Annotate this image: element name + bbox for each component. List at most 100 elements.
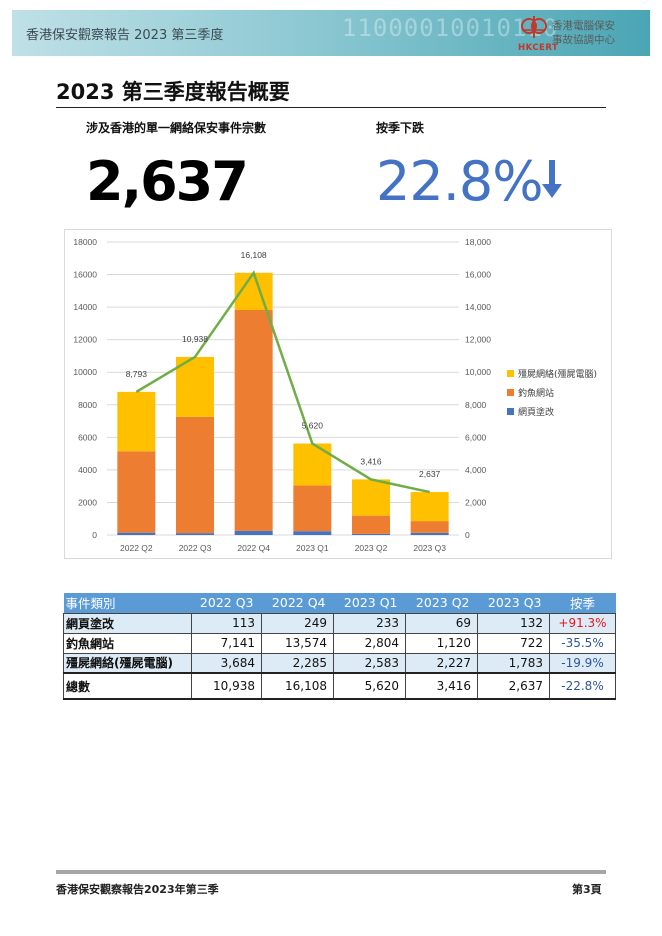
header-col-3: 2023 Q1 (333, 593, 406, 613)
change-label: 按季下跌 (376, 121, 425, 135)
x-tick-label: 2022 Q3 (179, 543, 212, 553)
table-cell: 10,938 (191, 672, 262, 700)
row-change: -19.9% (549, 652, 616, 674)
total-line (135, 270, 430, 494)
bar-segment (176, 416, 214, 534)
bar-segment (352, 479, 390, 516)
incident-count-label: 涉及香港的單一網絡保安事件宗數 (86, 121, 267, 135)
page-title: 2023 第三季度報告概要 (56, 80, 290, 104)
logo-text: 香港電腦保安 事故協調中心 (552, 19, 615, 47)
row-category: 釣魚網站 (63, 632, 192, 654)
bar-segment (352, 515, 390, 534)
bar-segment (176, 356, 214, 417)
bar-segment (293, 485, 332, 532)
table-cell: 2,637 (477, 672, 550, 700)
header-col-5: 2023 Q3 (477, 593, 550, 613)
y-tick-left: 16000 (73, 270, 97, 280)
bar-segment (410, 492, 449, 522)
change-value: 22.8% (376, 150, 544, 213)
bar-segment (234, 309, 273, 531)
table-header-row: 事件類別 2022 Q3 2022 Q4 2023 Q1 2023 Q2 202… (63, 593, 616, 613)
table-row: 網頁塗改 113 249 233 69 132 +91.3% (63, 612, 616, 634)
y-tick-left: 10000 (73, 367, 97, 377)
total-data-label: 3,416 (360, 456, 382, 466)
table-cell: 2,227 (405, 652, 478, 674)
legend-label: 釣魚網站 (518, 387, 554, 399)
bar-segment (234, 530, 273, 535)
total-data-label: 2,637 (419, 469, 441, 479)
x-tick-label: 2023 Q3 (413, 543, 446, 553)
logo-abbr: HKCERT (518, 43, 559, 53)
table-cell: 722 (477, 632, 550, 654)
table-cell: 2,804 (333, 632, 406, 654)
y-tick-left: 18000 (73, 237, 97, 247)
header-banner: 香港保安觀察報告 2023 第三季度 11000010010110 香港電腦保安… (12, 10, 650, 56)
total-change: -22.8% (549, 672, 616, 700)
arrow-down-icon (542, 160, 562, 198)
bar-segment (117, 532, 156, 535)
table-cell: 113 (191, 612, 262, 634)
y-tick-right: 12,000 (465, 335, 491, 345)
bar-segment (352, 533, 390, 535)
header-title: 香港保安觀察報告 2023 第三季度 (26, 28, 224, 43)
total-label: 總數 (63, 672, 192, 700)
y-tick-right: 6,000 (465, 432, 487, 442)
table-total-row: 總數 10,938 16,108 5,620 3,416 2,637 -22.8… (63, 672, 616, 700)
total-data-label: 10,938 (182, 334, 208, 344)
footer-divider (56, 870, 606, 874)
table-cell: 1,120 (405, 632, 478, 654)
table-row: 釣魚網站 7,141 13,574 2,804 1,120 722 -35.5% (63, 632, 616, 654)
table-cell: 3,416 (405, 672, 478, 700)
legend-swatch (507, 370, 514, 377)
table-cell: 2,285 (261, 652, 334, 674)
hkcert-logo: 香港電腦保安 事故協調中心 HKCERT (518, 14, 646, 54)
total-data-label: 16,108 (241, 250, 267, 260)
title-divider (56, 107, 606, 108)
y-tick-left: 12000 (73, 335, 97, 345)
legend-swatch (507, 408, 514, 415)
header-col-1: 2022 Q3 (191, 593, 262, 613)
total-data-label: 8,793 (126, 369, 148, 379)
y-tick-left: 8000 (78, 400, 97, 410)
y-tick-left: 6000 (78, 432, 97, 442)
incident-table: 事件類別 2022 Q3 2022 Q4 2023 Q1 2023 Q2 202… (63, 593, 616, 700)
table-cell: 3,684 (191, 652, 262, 674)
row-change: -35.5% (549, 632, 616, 654)
bar-segment (117, 451, 156, 533)
row-category: 殭屍網絡(殭屍電腦) (63, 652, 192, 674)
table-cell: 249 (261, 612, 334, 634)
y-tick-left: 0 (92, 530, 97, 540)
bar-segment (293, 443, 332, 486)
table-cell: 69 (405, 612, 478, 634)
bar-segment (410, 521, 449, 533)
legend-label: 殭屍網絡(殭屍電腦) (518, 368, 597, 380)
y-tick-right: 2,000 (465, 497, 487, 507)
legend-swatch (507, 389, 514, 396)
table-row: 殭屍網絡(殭屍電腦) 3,684 2,285 2,583 2,227 1,783… (63, 652, 616, 674)
x-tick-label: 2023 Q2 (355, 543, 388, 553)
incident-chart: 0 0 2000 2,000 4000 4,000 6000 6,000 8000 8,000 10… (64, 229, 612, 559)
table-cell: 233 (333, 612, 406, 634)
table-cell: 7,141 (191, 632, 262, 654)
x-tick-label: 2023 Q1 (296, 543, 329, 553)
y-tick-right: 0 (465, 530, 470, 540)
y-tick-left: 14000 (73, 302, 97, 312)
row-category: 網頁塗改 (63, 612, 192, 634)
y-tick-right: 16,000 (465, 270, 491, 280)
y-tick-left: 4000 (78, 465, 97, 475)
footer-title: 香港保安觀察報告2023年第三季 (56, 883, 219, 896)
x-tick-label: 2022 Q2 (120, 543, 153, 553)
table-cell: 132 (477, 612, 550, 634)
page-number: 第3頁 (572, 883, 602, 896)
x-tick-label: 2022 Q4 (237, 543, 270, 553)
row-change: +91.3% (549, 612, 616, 634)
table-cell: 2,583 (333, 652, 406, 674)
bar-segment (410, 532, 449, 535)
table-cell: 1,783 (477, 652, 550, 674)
y-tick-right: 10,000 (465, 367, 491, 377)
bar-segment (293, 531, 332, 535)
header-col-4: 2023 Q2 (405, 593, 478, 613)
total-data-label: 5,620 (302, 421, 324, 431)
header-change: 按季 (549, 593, 616, 613)
table-cell: 16,108 (261, 672, 334, 700)
